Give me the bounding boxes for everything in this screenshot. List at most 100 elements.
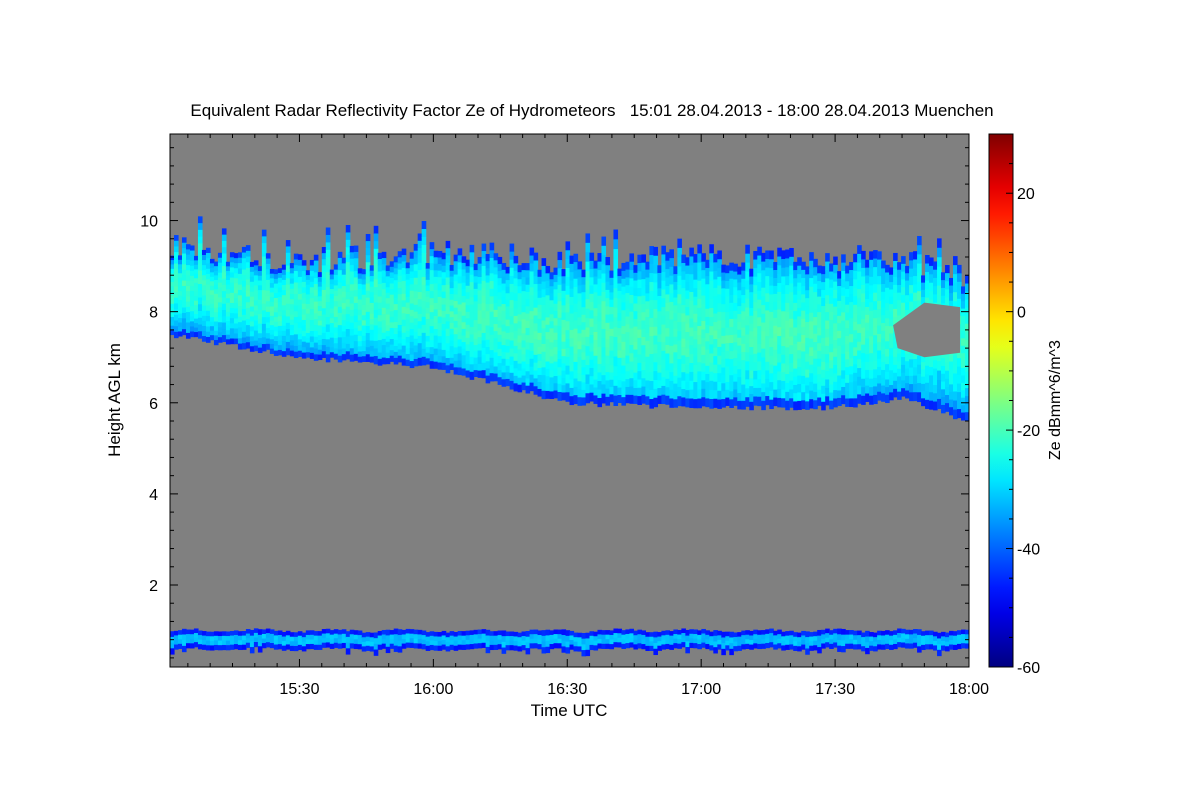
heat-cell xyxy=(637,387,643,397)
heat-cell xyxy=(769,390,774,401)
heat-cell xyxy=(817,381,822,391)
heat-cell xyxy=(329,342,335,348)
heat-cell xyxy=(665,361,670,371)
heat-cell xyxy=(445,277,451,286)
heat-cell xyxy=(353,639,359,645)
heat-cell xyxy=(801,326,806,336)
heat-cell xyxy=(621,270,627,280)
heat-cell xyxy=(629,628,635,634)
heat-cell xyxy=(529,382,535,392)
heat-cell xyxy=(625,633,631,640)
heat-cell xyxy=(925,297,930,307)
heat-cell xyxy=(625,293,631,302)
heat-cell xyxy=(321,332,327,340)
heat-cell xyxy=(581,269,587,278)
heat-cell xyxy=(409,361,415,369)
heat-cell xyxy=(793,384,798,394)
heat-cell xyxy=(761,296,766,306)
heat-cell xyxy=(937,276,942,287)
heat-cell xyxy=(281,645,287,651)
heat-cell xyxy=(829,352,834,361)
heat-cell xyxy=(445,314,451,322)
heat-cell xyxy=(565,250,571,260)
heat-cell xyxy=(965,315,969,325)
heat-cell xyxy=(393,292,399,299)
heat-cell xyxy=(309,325,315,332)
heat-cell xyxy=(233,303,239,309)
heat-cell xyxy=(609,328,615,337)
heat-cell xyxy=(673,638,678,644)
heat-cell xyxy=(589,302,595,311)
heat-cell xyxy=(657,334,662,343)
heat-cell xyxy=(601,347,607,358)
heat-cell xyxy=(877,276,882,285)
heat-cell xyxy=(661,368,666,378)
heat-cell xyxy=(189,285,195,292)
heat-cell xyxy=(581,374,587,383)
heat-cell xyxy=(825,637,830,643)
heat-cell xyxy=(573,386,579,396)
heat-cell xyxy=(337,276,343,283)
heat-cell xyxy=(557,284,563,294)
heat-cell xyxy=(865,636,870,643)
heat-cell xyxy=(881,299,886,309)
heat-cell xyxy=(353,643,359,650)
heat-cell xyxy=(265,274,271,281)
heat-cell xyxy=(725,312,730,321)
heat-cell xyxy=(305,308,311,315)
heat-cell xyxy=(437,355,443,364)
heat-cell xyxy=(405,285,411,292)
heat-cell xyxy=(357,346,363,353)
heat-cell xyxy=(229,297,235,304)
heat-cell xyxy=(609,639,615,645)
heat-cell xyxy=(913,284,918,294)
heat-cell xyxy=(681,642,686,648)
heat-cell xyxy=(521,645,527,651)
heat-cell xyxy=(289,335,295,341)
heat-cell xyxy=(257,285,263,291)
heat-cell xyxy=(693,305,698,315)
heat-cell xyxy=(521,284,527,292)
heat-cell xyxy=(565,259,571,269)
heat-cell xyxy=(617,350,623,359)
heat-cell xyxy=(397,251,403,258)
heat-cell xyxy=(729,270,734,280)
heat-cell xyxy=(609,379,615,388)
heat-cell xyxy=(445,641,451,647)
heat-cell xyxy=(709,645,714,651)
heat-cell xyxy=(453,287,459,296)
heat-cell xyxy=(537,269,543,278)
heat-cell xyxy=(405,319,411,327)
heat-cell xyxy=(557,643,563,649)
heat-cell xyxy=(693,373,698,383)
heat-cell xyxy=(877,350,882,360)
heat-cell xyxy=(845,375,850,384)
heat-cell xyxy=(589,644,595,651)
heat-cell xyxy=(477,357,483,365)
heat-cell xyxy=(273,321,279,328)
heat-cell xyxy=(769,259,774,269)
heat-cell xyxy=(569,371,575,381)
heat-cell xyxy=(845,634,850,640)
heat-cell xyxy=(397,275,403,283)
heat-cell xyxy=(293,322,299,330)
heat-cell xyxy=(313,278,319,285)
heat-cell xyxy=(421,332,427,342)
heat-cell xyxy=(937,361,942,372)
heat-cell xyxy=(661,394,666,405)
heat-cell xyxy=(949,285,954,294)
heat-cell xyxy=(925,644,930,650)
heat-cell xyxy=(565,392,571,402)
heat-cell xyxy=(545,302,551,311)
heat-cell xyxy=(273,639,279,646)
heat-cell xyxy=(469,341,475,350)
heat-cell xyxy=(341,320,347,327)
heat-cell xyxy=(589,367,595,377)
heat-cell xyxy=(653,379,658,390)
heat-cell xyxy=(473,276,479,284)
heat-cell xyxy=(489,288,495,297)
heat-cell xyxy=(689,363,694,373)
heat-cell xyxy=(429,361,435,369)
heat-cell xyxy=(661,377,666,387)
heat-cell xyxy=(281,320,287,327)
